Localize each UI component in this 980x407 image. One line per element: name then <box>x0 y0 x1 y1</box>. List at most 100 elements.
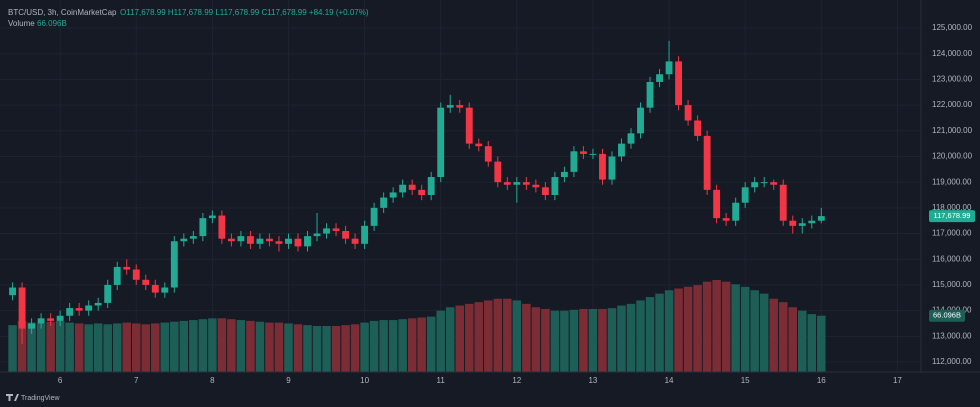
volume-bar <box>550 310 560 372</box>
candle-body <box>675 61 682 106</box>
candle-body <box>208 215 216 219</box>
candle-body <box>580 151 587 154</box>
candle-body <box>494 161 502 183</box>
volume-bar <box>798 310 807 372</box>
candle-body <box>142 279 150 285</box>
price-label: 117,678.99 <box>934 211 971 220</box>
volume-bar <box>674 288 683 372</box>
candle-body <box>760 182 768 184</box>
volume-bar <box>388 320 398 372</box>
candle-body <box>285 238 292 244</box>
candle-body <box>522 182 530 185</box>
volume-bar <box>84 324 93 372</box>
x-tick-label: 10 <box>360 376 369 385</box>
candle-body <box>532 184 540 188</box>
x-tick-label: 14 <box>665 376 674 385</box>
candle-body <box>722 218 730 221</box>
x-tick-label: 6 <box>58 376 63 385</box>
volume-bar <box>569 309 579 372</box>
volume-bar <box>493 298 503 372</box>
candle-body <box>294 238 302 247</box>
volume-bar <box>817 315 826 372</box>
candle-body <box>446 105 454 108</box>
volume-bar <box>731 284 740 372</box>
candle-body <box>161 287 169 293</box>
y-tick-label: 122,000.00 <box>932 100 973 109</box>
volume-bar <box>322 326 331 372</box>
volume-bar <box>626 303 636 372</box>
candle-body <box>418 189 426 196</box>
candle-body <box>256 238 264 244</box>
volume-label-box <box>929 309 965 322</box>
candle-body <box>323 228 330 234</box>
volume-bar <box>312 326 322 372</box>
y-tick-label: 117,000.00 <box>932 229 972 238</box>
volume-title: Volume <box>8 19 35 28</box>
candle-body <box>389 192 397 198</box>
y-tick-label: 118,000.00 <box>932 203 972 212</box>
volume-bar <box>712 280 721 372</box>
candle-body <box>18 287 26 329</box>
volume-bar <box>379 320 388 372</box>
candle-body <box>170 241 178 288</box>
symbol: BTC/USD, 3h, CoinMarketCap <box>8 8 117 17</box>
volume-bar <box>103 324 112 372</box>
candle-body <box>47 318 55 321</box>
candle-body <box>732 202 740 221</box>
ohlc: O117,678.99 H117,678.99 L117,678.99 C117… <box>120 8 369 17</box>
y-tick-label: 123,000.00 <box>932 74 973 83</box>
volume-bar <box>702 281 712 372</box>
volume-bar <box>151 323 160 372</box>
volume-bar <box>693 285 702 372</box>
volume-bar <box>778 302 788 372</box>
price-label-box <box>929 210 975 223</box>
y-tick-label: 120,000.00 <box>932 152 973 161</box>
candle-body <box>789 220 797 226</box>
volume-bar <box>179 320 189 372</box>
candle-body <box>551 177 559 196</box>
logo: TradingView <box>6 394 60 402</box>
candle-body <box>608 156 616 180</box>
volume-bar <box>74 323 84 372</box>
candle-body <box>28 323 36 329</box>
volume-bar <box>426 316 436 372</box>
candle-body <box>218 215 226 239</box>
volume-bar <box>160 322 170 372</box>
volume-bar <box>208 318 217 372</box>
volume-bar <box>541 308 550 372</box>
candle-body <box>599 153 606 180</box>
candle-body <box>332 228 340 231</box>
volume-bar <box>360 322 369 372</box>
volume-bar <box>503 298 512 372</box>
volume-bar <box>17 320 27 372</box>
volume-bar <box>560 310 569 372</box>
volume-bar <box>217 318 227 372</box>
candle-body <box>56 315 64 321</box>
volume-value: 66.096B <box>37 19 67 28</box>
volume-bar <box>598 308 607 372</box>
volume-bar <box>522 303 531 372</box>
candle-body <box>227 238 235 242</box>
candle-body <box>132 269 140 280</box>
y-tick-label: 121,000.00 <box>932 126 973 135</box>
volume-bar <box>8 325 17 372</box>
volume-bar <box>369 320 379 372</box>
volume-bar <box>141 324 151 372</box>
volume-bar <box>255 321 265 372</box>
volume-bar <box>436 310 445 372</box>
candle-body <box>465 107 473 144</box>
volume-label: 66.096B <box>933 311 961 320</box>
candle-body <box>237 236 245 242</box>
candle-body <box>437 107 445 178</box>
candle-body <box>656 74 663 82</box>
candle-body <box>798 223 806 226</box>
volume-bar <box>341 325 350 372</box>
volume-bar <box>46 321 55 372</box>
x-tick-label: 11 <box>437 376 446 385</box>
volume-bar <box>246 320 255 372</box>
volume-bar <box>579 308 588 372</box>
candle-body <box>646 81 654 108</box>
candle-body <box>779 184 787 221</box>
volume-bar <box>769 298 778 372</box>
candle-body <box>113 266 121 285</box>
